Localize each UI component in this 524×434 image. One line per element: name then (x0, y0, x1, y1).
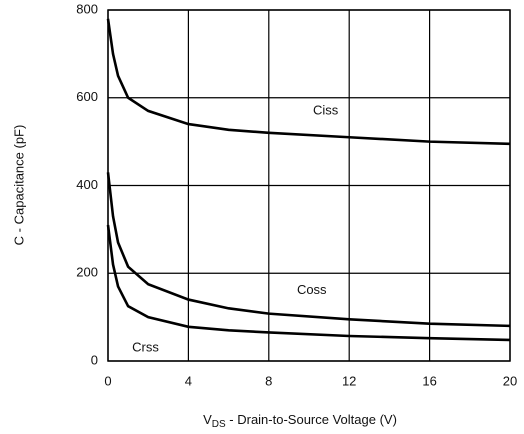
x-tick-label: 12 (342, 373, 356, 388)
x-tick-label: 0 (104, 373, 111, 388)
x-tick-label: 4 (185, 373, 192, 388)
y-tick-label: 400 (76, 177, 98, 192)
x-tick-label: 20 (503, 373, 517, 388)
x-tick-label: 16 (422, 373, 436, 388)
series-label: Ciss (313, 102, 339, 117)
line-series (106, 172, 511, 328)
y-tick-label: 200 (76, 265, 98, 280)
x-axis-label: VDS - Drain-to-Source Voltage (V) (203, 412, 397, 429)
line-series (106, 224, 511, 342)
y-tick-label: 800 (76, 1, 98, 16)
y-tick-label: 0 (91, 352, 98, 367)
line-series (106, 18, 511, 146)
series-label: Coss (297, 282, 327, 297)
plot-frame (107, 9, 511, 362)
x-label-rest: - Drain-to-Source Voltage (V) (226, 412, 397, 427)
series-label: Crss (132, 339, 159, 354)
y-axis-label: C - Capacitance (pF) (11, 125, 26, 246)
x-label-symbol: V (203, 412, 212, 427)
x-label-subscript: DS (212, 419, 226, 430)
x-tick-label: 8 (265, 373, 272, 388)
y-tick-label: 600 (76, 89, 98, 104)
